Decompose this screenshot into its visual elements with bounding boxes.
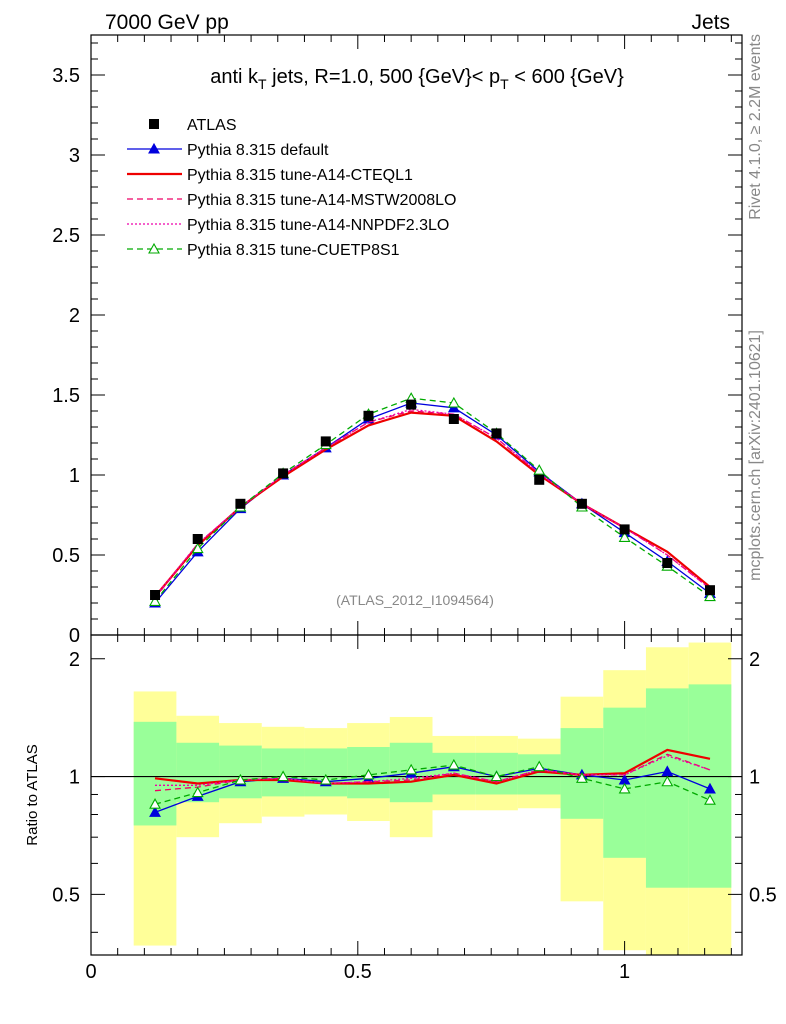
y-tick-label: 3 [69,145,80,167]
band-green [219,745,262,799]
atlas-data-point [491,428,502,439]
ratio-marker-pythia-8-315-tune-cuetp8s1 [490,770,503,782]
x-axis: 0 0.5 1 [85,35,732,983]
ratio-marker-pythia-8-315-tune-cuetp8s1 [362,768,375,780]
ratio-marker-pythia-8-315-tune-cuetp8s1 [704,794,716,805]
y-tick-label: 0.5 [52,545,80,567]
legend-label-pythia-8-315-tune-cuetp8s1: Pythia 8.315 tune-CUETP8S1 [187,242,400,259]
ratio-panel: 0.5 0.51 12 2 0 0.5 1 Ratio to ATLAS [24,35,777,983]
y-tick-label: 2 [69,305,80,327]
ratio-bands [133,642,732,955]
atlas-data-point [278,468,289,479]
ratio-y-tick-label: 1 [69,767,80,789]
rivet-label: Rivet 4.1.0, ≥ 2.2M events [747,34,764,220]
legend-marker-pythia-8-315-tune-cuetp8s1 [148,242,160,254]
main-marker-pythia-8-315-tune-cuetp8s1 [618,531,631,542]
main-marker-pythia-8-315-tune-cuetp8s1 [149,595,161,606]
y-tick-label: 1 [69,465,80,487]
legend-label-pythia-8-315-default: Pythia 8.315 default [187,142,329,159]
atlas-data-point [619,524,630,535]
ratio-marker-pythia-8-315-tune-cuetp8s1 [405,763,418,775]
ratio-marker-pythia-8-315-tune-cuetp8s1 [533,760,546,772]
ratio-y-axis: 0.5 0.5 1 1 2 2 [52,649,777,933]
main-line-pythia-8-315-tune-cuetp8s1 [154,397,711,602]
atlas-data-point [320,436,331,447]
header-right: Jets [691,11,730,34]
ratio-marker-pythia-8-315-tune-cuetp8s1 [191,786,204,798]
x-tick-label: 0.5 [344,961,372,983]
ratio-y-tick-label-right: 1 [749,767,760,789]
ratio-y-tick-label-right: 0.5 [749,884,777,906]
main-curves [149,392,716,608]
y-tick-label: 1.5 [52,385,80,407]
y-tick-label: 2.5 [52,225,80,247]
atlas-data-point [235,498,246,509]
legend-atlas-marker [149,119,159,129]
ratio-marker-pythia-8-315-tune-cuetp8s1 [234,773,247,785]
legend-atlas-label: ATLAS [187,117,237,134]
atlas-data-point [150,590,161,600]
mcplots-label: mcplots.cern.ch [arXiv:2401.10621] [747,330,764,581]
legend-label-pythia-8-315-tune-a14-nnpdf2-3lo: Pythia 8.315 tune-A14-NNPDF2.3LO [187,217,449,234]
legend-marker-pythia-8-315-default [148,142,160,154]
ratio-frame [90,634,743,956]
main-y-axis: 0 0.5 1 1.5 2 2.5 3 3.5 [52,42,742,647]
x-tick-label: 1 [619,961,630,983]
band-green [645,688,689,888]
ratio-marker-pythia-8-315-tune-cuetp8s1 [661,775,674,787]
band-green [304,748,348,797]
ratio-marker-pythia-8-315-tune-cuetp8s1 [575,772,588,783]
x-tick-label: 0 [85,961,96,983]
ratio-y-tick-label: 0.5 [52,884,80,906]
legend-label-pythia-8-315-tune-a14-mstw2008lo: Pythia 8.315 tune-A14-MSTW2008LO [187,192,456,209]
y-tick-label: 0 [69,625,80,647]
ratio-marker-pythia-8-315-default [704,782,716,794]
atlas-data-point [662,558,673,568]
ratio-y-tick-label-right: 2 [749,649,760,671]
atlas-data-point [363,410,374,421]
header-left: 7000 GeV pp [105,11,229,34]
ratio-marker-pythia-8-315-tune-cuetp8s1 [149,798,161,809]
atlas-data-point [448,414,459,424]
ratio-curves [149,748,716,817]
watermark: (ATLAS_2012_I1094564) [336,592,494,608]
atlas-data-point [576,498,587,509]
atlas-data-point [534,474,545,485]
ratio-marker-pythia-8-315-default [149,806,161,817]
atlas-data-point [704,585,715,596]
main-marker-pythia-8-315-tune-cuetp8s1 [191,542,204,554]
atlas-data-point [406,399,417,410]
atlas-data-point [192,534,203,544]
ratio-marker-pythia-8-315-tune-cuetp8s1 [447,758,460,770]
y-tick-label: 3.5 [52,65,80,87]
ratio-ylabel: Ratio to ATLAS [24,744,41,845]
ratio-line-pythia-8-315-tune-cuetp8s1 [154,764,711,805]
ratio-marker-pythia-8-315-tune-cuetp8s1 [618,782,631,794]
main-marker-pythia-8-315-tune-cuetp8s1 [704,590,716,602]
ratio-line-pythia-8-315-default [154,766,711,814]
ratio-marker-pythia-8-315-default [661,765,674,777]
legend: ATLAS Pythia 8.315 default Pythia 8.315 tu… [127,117,456,259]
chart-title: anti kT jets, R=1.0, 500 {GeV}< pT < 600… [210,66,624,92]
main-marker-pythia-8-315-tune-cuetp8s1 [447,396,460,408]
main-marker-pythia-8-315-tune-cuetp8s1 [533,464,546,475]
ratio-marker-pythia-8-315-tune-cuetp8s1 [319,773,332,785]
legend-label-pythia-8-315-tune-a14-cteql1: Pythia 8.315 tune-A14-CTEQL1 [187,167,413,184]
ratio-y-tick-label: 2 [69,649,80,671]
main-panel: (ATLAS_2012_I1094564) anti kT jets, R=1.… [52,34,743,647]
ratio-marker-pythia-8-315-tune-cuetp8s1 [277,770,290,782]
main-line-pythia-8-315-tune-a14-nnpdf2-3lo [154,408,711,598]
